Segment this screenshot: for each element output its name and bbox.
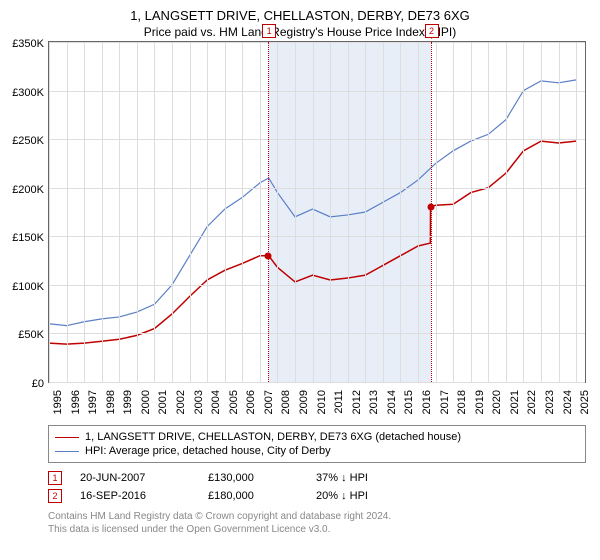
x-tick-label: 2014: [386, 390, 398, 414]
event-row: 2 16-SEP-2016 £180,000 20% ↓ HPI: [48, 487, 586, 505]
chart-title: 1, LANGSETT DRIVE, CHELLASTON, DERBY, DE…: [0, 0, 600, 23]
x-tick-label: 2019: [474, 390, 486, 414]
x-tick-label: 2001: [157, 390, 169, 414]
event-row: 1 20-JUN-2007 £130,000 37% ↓ HPI: [48, 469, 586, 487]
y-tick-label: £200K: [12, 184, 44, 196]
x-tick-label: 2008: [280, 390, 292, 414]
x-tick-label: 2013: [368, 390, 380, 414]
x-tick-label: 2006: [245, 390, 257, 414]
event-date: 20-JUN-2007: [80, 472, 190, 484]
event-num-box: 2: [48, 489, 62, 503]
x-tick-label: 2004: [210, 390, 222, 414]
y-tick-label: £350K: [12, 38, 44, 50]
x-tick-label: 2024: [562, 390, 574, 414]
chart-legend: 1, LANGSETT DRIVE, CHELLASTON, DERBY, DE…: [48, 425, 586, 463]
y-tick-label: £300K: [12, 87, 44, 99]
x-tick-label: 2025: [579, 390, 591, 414]
x-tick-label: 2010: [316, 390, 328, 414]
x-tick-label: 2021: [509, 390, 521, 414]
x-tick-label: 2007: [263, 390, 275, 414]
y-tick-label: £100K: [12, 281, 44, 293]
x-tick-label: 1995: [52, 390, 64, 414]
x-tick-label: 2018: [456, 390, 468, 414]
legend-swatch: [55, 437, 79, 438]
chart-svg: [49, 42, 585, 382]
price-dot: [265, 252, 272, 259]
x-tick-label: 1996: [70, 390, 82, 414]
x-axis: 1995 1996 1997 1998 1999 2000 2001 2002 2003 2004…: [48, 386, 586, 426]
chart-subtitle: Price paid vs. HM Land Registry's House …: [0, 23, 600, 41]
x-tick-label: 1999: [122, 390, 134, 414]
x-tick-label: 2023: [544, 390, 556, 414]
x-tick-label: 1997: [87, 390, 99, 414]
event-vline: [431, 42, 432, 382]
footer-text: Contains HM Land Registry data © Crown c…: [48, 511, 586, 536]
event-price: £130,000: [208, 472, 298, 484]
footer-line2: This data is licensed under the Open Gov…: [48, 524, 586, 537]
x-tick-label: 2012: [351, 390, 363, 414]
x-tick-label: 2005: [228, 390, 240, 414]
event-vline: [268, 42, 269, 382]
event-date: 16-SEP-2016: [80, 490, 190, 502]
event-delta: 20% ↓ HPI: [316, 490, 368, 502]
event-num-box: 1: [48, 471, 62, 485]
x-tick-label: 1998: [105, 390, 117, 414]
legend-row: 1, LANGSETT DRIVE, CHELLASTON, DERBY, DE…: [55, 430, 579, 444]
x-tick-label: 2020: [491, 390, 503, 414]
legend-row: HPI: Average price, detached house, City…: [55, 444, 579, 458]
footer-line1: Contains HM Land Registry data © Crown c…: [48, 511, 586, 524]
chart-plot-area: 12: [48, 41, 586, 383]
y-tick-label: £50K: [18, 329, 44, 341]
y-tick-label: £0: [32, 378, 44, 390]
event-delta: 37% ↓ HPI: [316, 472, 368, 484]
legend-swatch: [55, 451, 79, 452]
x-tick-label: 2003: [193, 390, 205, 414]
event-price: £180,000: [208, 490, 298, 502]
events-table: 1 20-JUN-2007 £130,000 37% ↓ HPI 2 16-SEP-201…: [48, 469, 586, 505]
x-tick-label: 2022: [526, 390, 538, 414]
legend-label: HPI: Average price, detached house, City…: [85, 445, 331, 457]
x-tick-label: 2009: [298, 390, 310, 414]
x-tick-label: 2015: [403, 390, 415, 414]
y-tick-label: £150K: [12, 232, 44, 244]
x-tick-label: 2016: [421, 390, 433, 414]
x-tick-label: 2017: [439, 390, 451, 414]
legend-label: 1, LANGSETT DRIVE, CHELLASTON, DERBY, DE…: [85, 431, 461, 443]
event-marker: 1: [262, 24, 276, 38]
event-marker: 2: [425, 24, 439, 38]
x-tick-label: 2000: [140, 390, 152, 414]
x-tick-label: 2011: [333, 390, 345, 414]
x-tick-label: 2002: [175, 390, 187, 414]
y-tick-label: £250K: [12, 135, 44, 147]
price-dot: [427, 204, 434, 211]
y-axis: £0£50K£100K£150K£200K£250K£300K£350K: [0, 44, 46, 384]
